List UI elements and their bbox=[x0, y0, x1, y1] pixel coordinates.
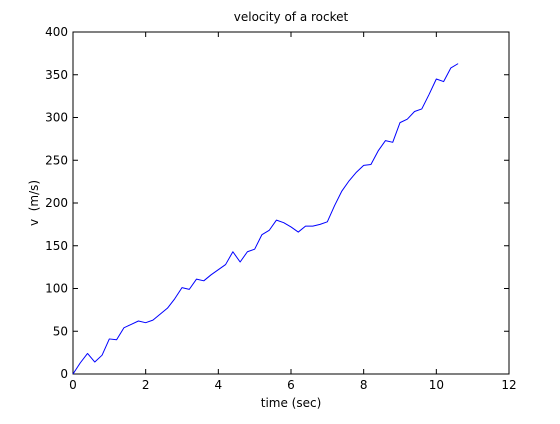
chart-title: velocity of a rocket bbox=[234, 10, 349, 24]
x-tick-label: 6 bbox=[287, 378, 295, 392]
x-axis-label: time (sec) bbox=[261, 396, 322, 410]
y-axis-label: v (m/s) bbox=[27, 180, 41, 226]
series-layer bbox=[72, 63, 459, 375]
axis-ticks: 0 2 4 6 8 10 12 0 50 100 150 200 250 300 350 400 bbox=[45, 25, 517, 392]
x-tick-label: 0 bbox=[69, 378, 77, 392]
y-tick-label: 300 bbox=[45, 111, 68, 125]
x-tick-label: 12 bbox=[501, 378, 516, 392]
series-line-0 bbox=[72, 63, 459, 375]
x-tick-label: 10 bbox=[429, 378, 444, 392]
y-tick-label: 150 bbox=[45, 239, 68, 253]
y-tick-label: 350 bbox=[45, 68, 68, 82]
plot-area bbox=[72, 31, 510, 375]
y-tick-label: 0 bbox=[60, 367, 68, 381]
x-tick-label: 8 bbox=[360, 378, 368, 392]
y-tick-label: 50 bbox=[53, 324, 68, 338]
y-tick-label: 400 bbox=[45, 25, 68, 39]
x-tick-label: 4 bbox=[215, 378, 223, 392]
y-tick-label: 100 bbox=[45, 282, 68, 296]
x-tick-label: 2 bbox=[142, 378, 150, 392]
y-tick-label: 250 bbox=[45, 153, 68, 167]
y-tick-label: 200 bbox=[45, 196, 68, 210]
